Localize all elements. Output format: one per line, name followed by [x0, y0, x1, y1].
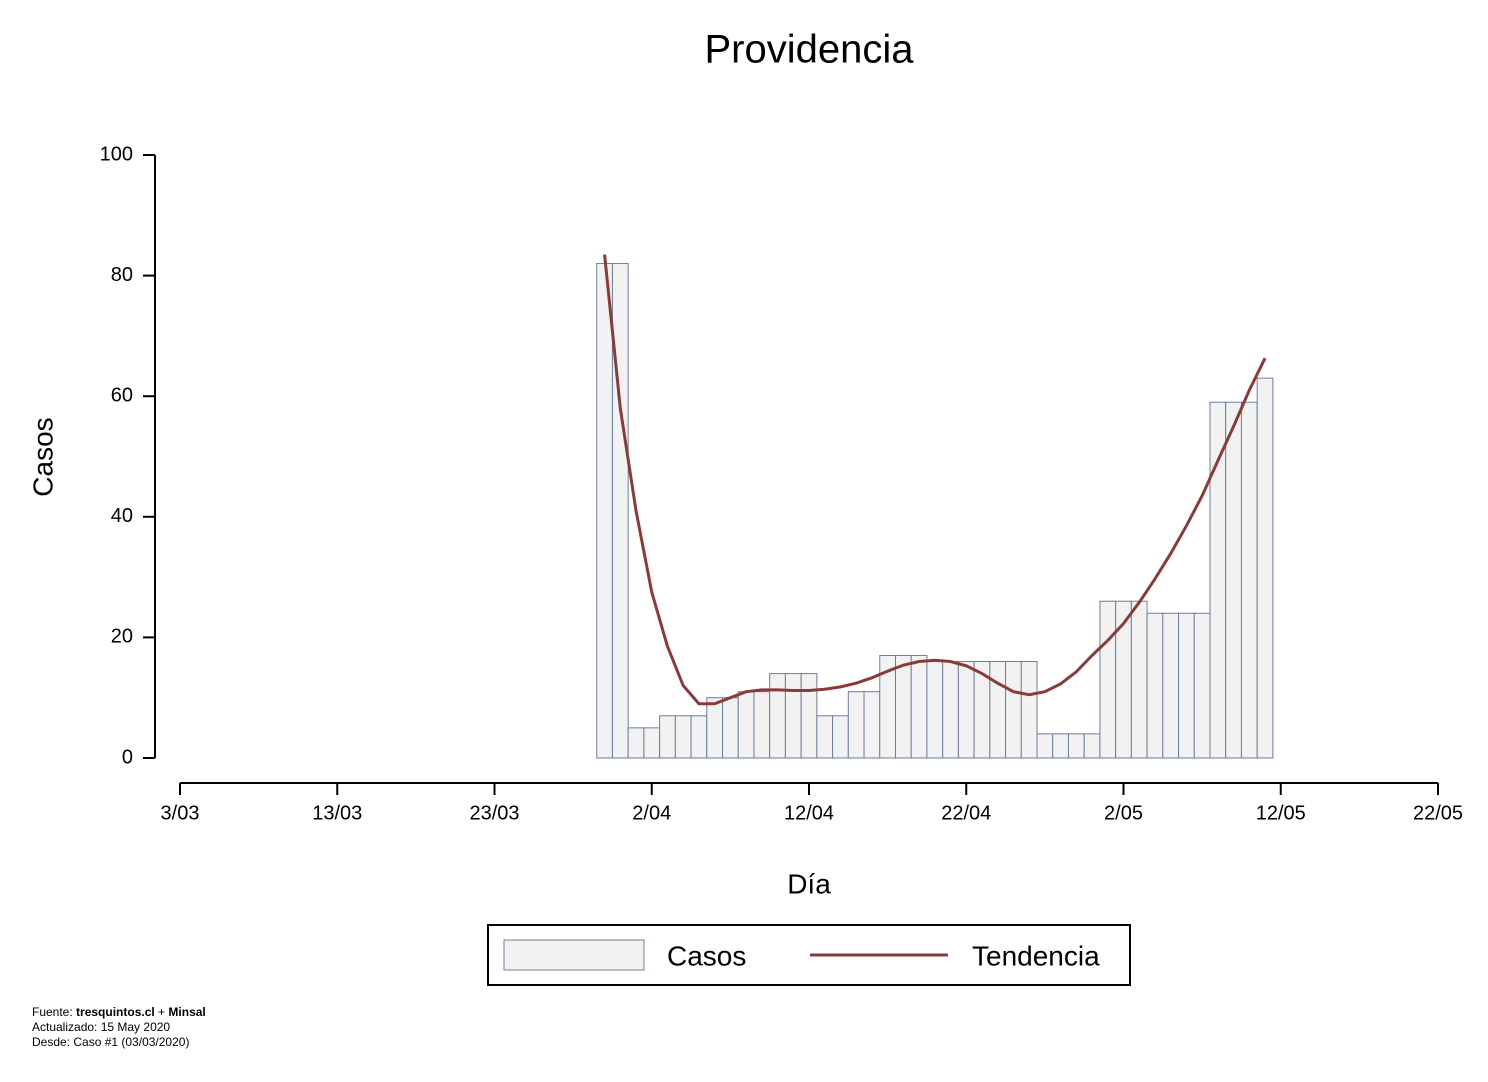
y-tick-label: 80 [111, 264, 133, 286]
bar [690, 715, 708, 759]
bar [942, 661, 959, 759]
bar [784, 673, 802, 759]
x-tick-label: 22/04 [941, 802, 991, 824]
footer-text: Minsal [168, 1005, 205, 1019]
x-tick-label: 3/03 [161, 802, 200, 824]
bar [1146, 612, 1164, 759]
bar [1052, 733, 1069, 759]
legend-label: Tendencia [972, 940, 1100, 971]
bar [643, 727, 661, 759]
bar [1005, 661, 1022, 759]
legend-box [487, 924, 1131, 986]
x-tick-label: 12/04 [784, 802, 834, 824]
bar [1209, 401, 1227, 759]
y-tick-label: 0 [122, 746, 133, 768]
bar [1193, 612, 1211, 759]
footer-text: Actualizado: 15 May 2020 [32, 1020, 170, 1034]
bar [1067, 733, 1085, 759]
footer-source: Fuente: tresquintos.cl + Minsal [32, 1005, 206, 1019]
x-tick-label: 12/05 [1256, 802, 1306, 824]
bar [611, 263, 629, 759]
bar [863, 691, 881, 759]
bar [847, 691, 865, 759]
bar [832, 715, 849, 759]
bar [769, 673, 786, 759]
footer-text: tresquintos.cl [76, 1005, 155, 1019]
x-tick-label: 23/03 [469, 802, 519, 824]
bar [1225, 401, 1242, 759]
bar [957, 661, 975, 759]
trend-line [603, 254, 1267, 706]
legend-label: Casos [667, 940, 746, 971]
bar [1178, 612, 1195, 759]
bar [800, 673, 818, 759]
bar [910, 654, 928, 759]
bar [706, 697, 724, 759]
bar [627, 727, 645, 759]
footer-text: + [155, 1005, 169, 1019]
bar [1020, 661, 1038, 759]
bar [1099, 600, 1117, 759]
bar [1036, 733, 1054, 759]
bar [1083, 733, 1101, 759]
bar [1256, 377, 1274, 759]
chart-title: Providencia [704, 28, 914, 72]
x-axis-label: Día [787, 868, 831, 899]
bar [894, 654, 912, 759]
y-axis-label: Casos [27, 417, 58, 496]
footer-text: Desde: Caso #1 (03/03/2020) [32, 1035, 189, 1049]
bar [1130, 600, 1148, 759]
legend-swatch [503, 939, 645, 971]
bar [596, 263, 613, 759]
bar [753, 691, 771, 759]
x-tick-label: 2/04 [632, 802, 671, 824]
x-tick-label: 13/03 [312, 802, 362, 824]
y-tick-label: 100 [100, 143, 133, 165]
bar [816, 715, 834, 759]
x-tick-label: 2/05 [1104, 802, 1143, 824]
bar [1240, 401, 1258, 759]
bar [926, 661, 944, 759]
y-tick-label: 20 [111, 626, 133, 648]
bar [674, 715, 692, 759]
bar [659, 715, 676, 759]
y-tick-label: 40 [111, 505, 133, 527]
bar [1162, 612, 1180, 759]
bar [737, 691, 755, 759]
y-tick-label: 60 [111, 384, 133, 406]
footer-text: Fuente: [32, 1005, 76, 1019]
bar [989, 661, 1007, 759]
bar [722, 697, 739, 759]
x-tick-label: 22/05 [1413, 802, 1463, 824]
